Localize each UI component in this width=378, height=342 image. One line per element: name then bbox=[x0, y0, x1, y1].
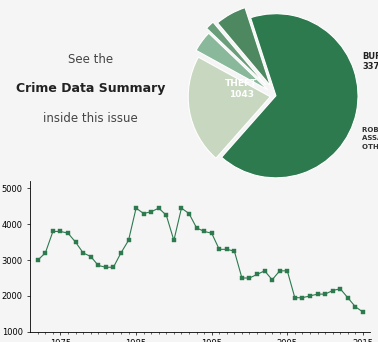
Wedge shape bbox=[188, 57, 270, 158]
Wedge shape bbox=[196, 33, 268, 90]
Text: ROBBERY 65
ASSAULTS 27
OTHER 96: ROBBERY 65 ASSAULTS 27 OTHER 96 bbox=[362, 127, 378, 150]
Wedge shape bbox=[218, 8, 270, 86]
Text: See the: See the bbox=[68, 53, 113, 66]
Wedge shape bbox=[206, 22, 266, 85]
Text: THEFT
1043: THEFT 1043 bbox=[225, 79, 258, 99]
Text: BURGLARY
337: BURGLARY 337 bbox=[362, 52, 378, 71]
Text: Crime Data Summary: Crime Data Summary bbox=[16, 82, 166, 95]
Text: inside this issue: inside this issue bbox=[43, 112, 138, 125]
Wedge shape bbox=[222, 14, 358, 178]
